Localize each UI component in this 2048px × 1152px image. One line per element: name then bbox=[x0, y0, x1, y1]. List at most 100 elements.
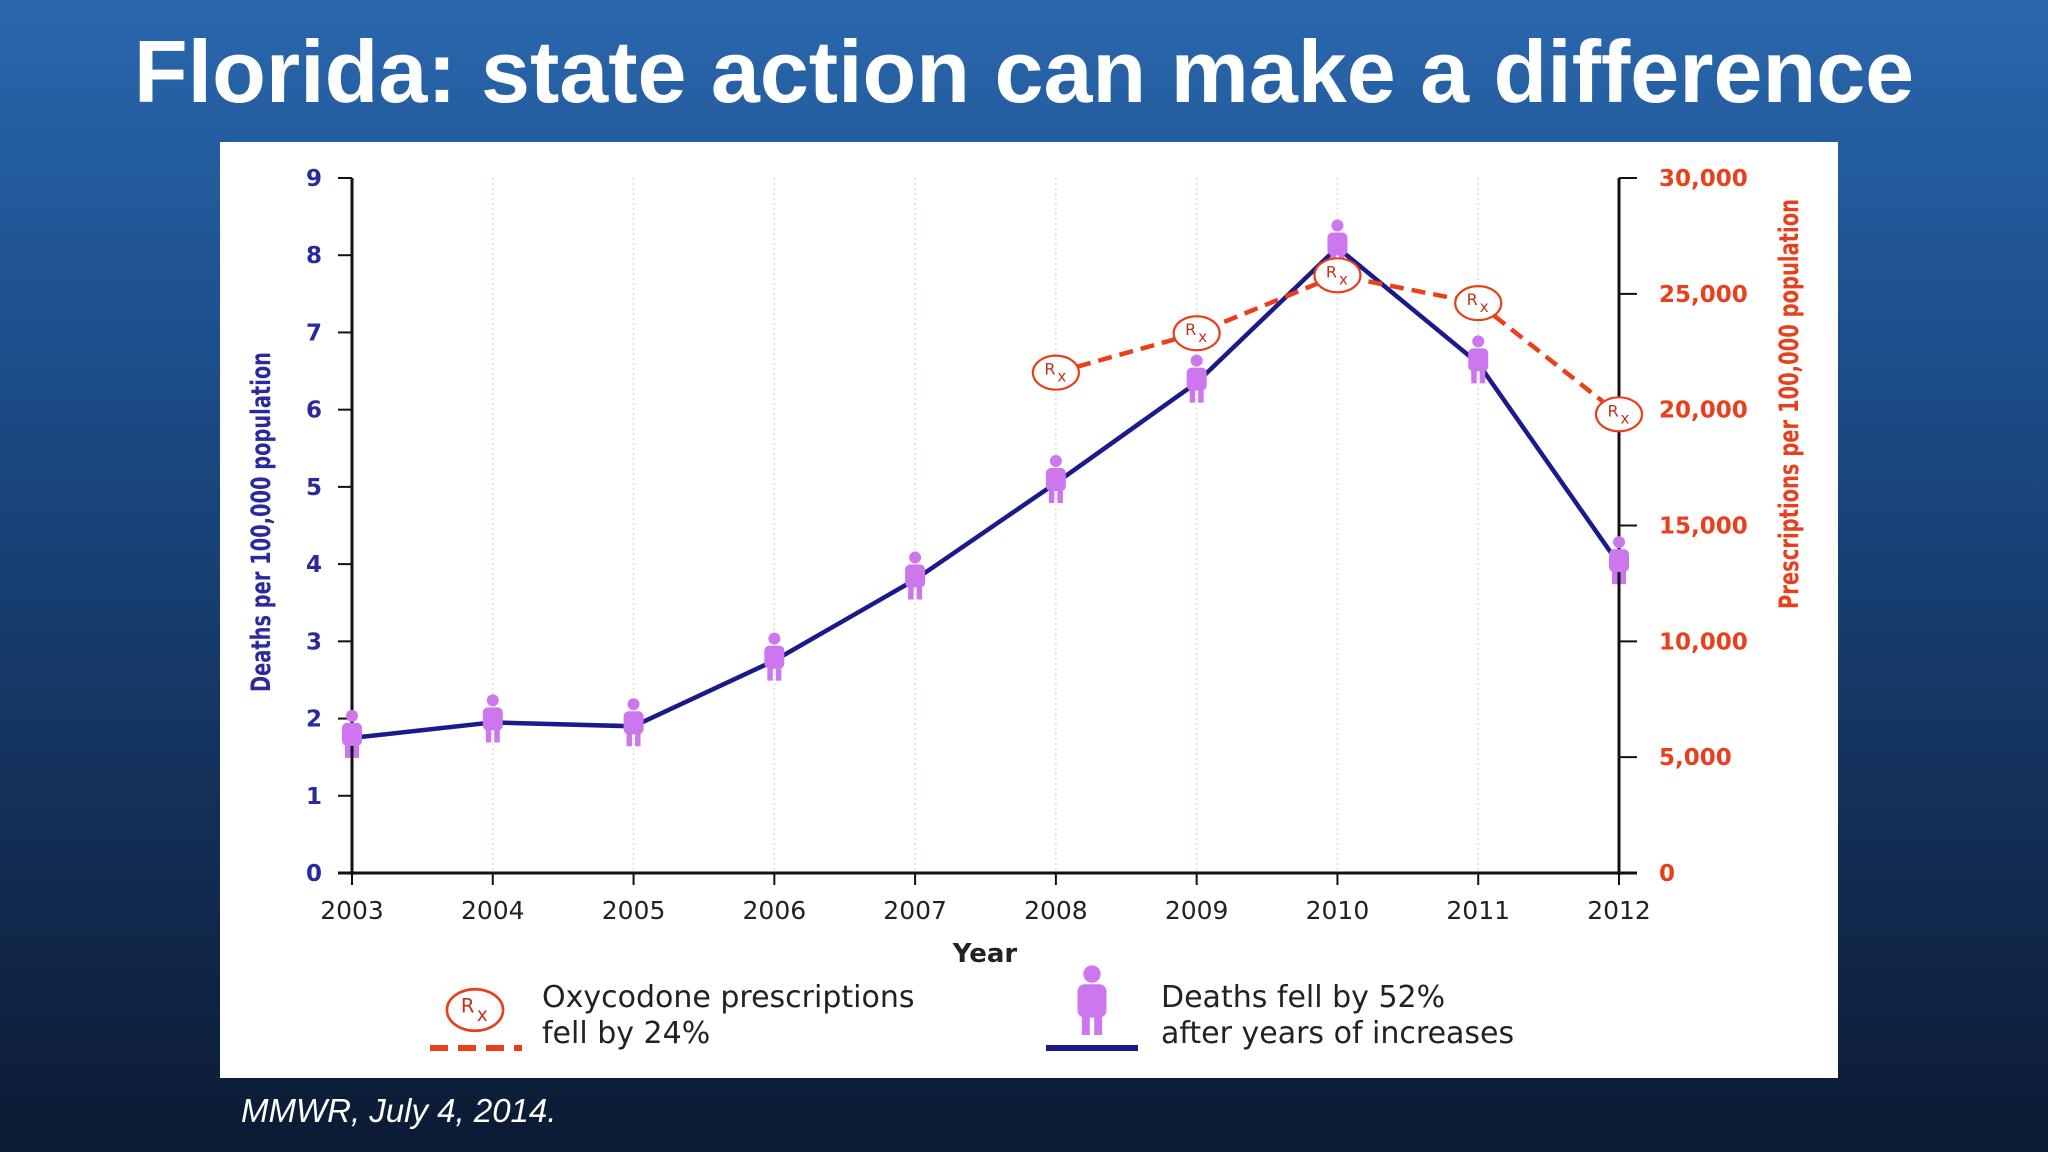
y-left-tick-label: 0 bbox=[306, 861, 322, 887]
person-body bbox=[764, 645, 785, 669]
data-point-deaths bbox=[905, 551, 926, 600]
person-leg bbox=[908, 585, 914, 600]
rx-circle bbox=[1031, 354, 1080, 391]
slide-title: Florida: state action can make a differe… bbox=[133, 22, 1915, 121]
y-right-tick-label: 0 bbox=[1659, 861, 1675, 887]
y-left-tick-label: 3 bbox=[306, 629, 322, 655]
person-leg bbox=[1057, 489, 1063, 504]
y-right-tick-label: 25,000 bbox=[1659, 282, 1748, 308]
person-body bbox=[1186, 367, 1207, 391]
data-point-deaths bbox=[342, 709, 362, 758]
person-head bbox=[1613, 536, 1625, 549]
x-tick-label: 2005 bbox=[602, 896, 666, 925]
person-leg bbox=[1048, 489, 1055, 504]
y-left-tick-label: 2 bbox=[306, 707, 322, 733]
rx-letter-r: R bbox=[1607, 401, 1618, 420]
person-leg bbox=[494, 728, 500, 743]
person-leg bbox=[345, 743, 351, 758]
person-body bbox=[1468, 348, 1489, 372]
chart-ticks: 0 1 2 3 4 5 6 7 8 9 0 5,000 10,000 15,000 20,000 25,000… bbox=[306, 166, 1748, 925]
y-right-tick-label: 30,000 bbox=[1659, 166, 1748, 192]
y-axis-left-label: Deaths per 100,000 population bbox=[246, 352, 277, 692]
x-tick-label: 2010 bbox=[1306, 896, 1370, 925]
person-head bbox=[627, 698, 640, 711]
y-left-tick-label: 6 bbox=[306, 398, 322, 424]
y-right-tick-label: 10,000 bbox=[1659, 629, 1748, 655]
x-tick-label: 2012 bbox=[1587, 896, 1651, 925]
rx-letter-x: x bbox=[1057, 368, 1066, 386]
x-tick-label: 2009 bbox=[1165, 896, 1229, 925]
person-body bbox=[482, 707, 503, 731]
rx-letter-x: x bbox=[1339, 270, 1348, 288]
person-head bbox=[346, 709, 358, 722]
person-head bbox=[486, 694, 499, 707]
x-tick-label: 2004 bbox=[461, 896, 525, 925]
data-point-deaths bbox=[482, 694, 503, 743]
series-line-deaths bbox=[351, 244, 1621, 741]
legend-person-icon bbox=[1077, 965, 1107, 1035]
rx-letter-x: x bbox=[477, 1005, 488, 1026]
legend-label-deaths: Deaths fell by 52% after years of increa… bbox=[1161, 980, 1514, 1052]
x-tick-label: 2008 bbox=[1024, 896, 1088, 925]
person-leg bbox=[626, 732, 633, 747]
data-point-deaths bbox=[623, 698, 644, 747]
person-head bbox=[909, 551, 922, 564]
rx-circle bbox=[445, 987, 505, 1033]
rx-letter-x: x bbox=[1621, 409, 1630, 427]
data-point-deaths bbox=[1609, 536, 1629, 585]
y-left-tick-label: 5 bbox=[306, 475, 322, 501]
person-body bbox=[1327, 232, 1348, 256]
person-leg bbox=[1620, 570, 1626, 585]
person-head bbox=[1190, 354, 1203, 367]
person-leg bbox=[1081, 1014, 1090, 1035]
person-body bbox=[1077, 984, 1107, 1018]
chart-svg: 0 1 2 3 4 5 6 7 8 9 0 5,000 10,000 15,000 20,000 25,000… bbox=[246, 166, 1805, 1051]
rx-circle bbox=[1313, 257, 1362, 294]
x-tick-label: 2006 bbox=[743, 896, 807, 925]
person-leg bbox=[1479, 369, 1486, 384]
y-right-tick-label: 15,000 bbox=[1659, 514, 1748, 540]
person-leg bbox=[775, 666, 782, 681]
person-leg bbox=[1471, 369, 1477, 384]
x-axis-label: Year bbox=[952, 939, 1018, 969]
person-head bbox=[768, 632, 781, 645]
legend-prescriptions-line1: Oxycodone prescriptions bbox=[542, 980, 915, 1015]
data-point-deaths bbox=[1186, 354, 1207, 403]
data-point-deaths bbox=[764, 632, 785, 681]
rx-letter-x: x bbox=[1480, 298, 1489, 316]
person-head bbox=[1083, 965, 1101, 983]
rx-letter-r: R bbox=[1044, 360, 1055, 379]
rx-letter-r: R bbox=[461, 994, 475, 1017]
person-body bbox=[905, 564, 926, 588]
person-leg bbox=[353, 743, 359, 758]
y-right-tick-label: 20,000 bbox=[1659, 398, 1748, 424]
chart-panel: 0 1 2 3 4 5 6 7 8 9 0 5,000 10,000 15,000 20,000 25,000… bbox=[220, 142, 1838, 1078]
rx-circle bbox=[1172, 315, 1221, 352]
y-left-tick-label: 7 bbox=[306, 320, 322, 346]
data-point-deaths bbox=[1045, 455, 1066, 504]
y-left-tick-label: 4 bbox=[306, 552, 322, 578]
person-head bbox=[1472, 335, 1485, 348]
y-left-tick-label: 8 bbox=[306, 243, 322, 269]
person-body bbox=[1609, 549, 1629, 573]
person-body bbox=[342, 722, 362, 746]
person-body bbox=[1045, 468, 1066, 492]
rx-circle bbox=[1454, 285, 1503, 322]
rx-letter-x: x bbox=[1198, 328, 1207, 346]
rx-letter-r: R bbox=[1326, 262, 1337, 281]
chart-axes bbox=[338, 178, 1637, 875]
y-left-tick-label: 1 bbox=[306, 784, 322, 810]
person-head bbox=[1331, 219, 1344, 232]
person-leg bbox=[916, 585, 923, 600]
data-point-deaths bbox=[1468, 335, 1489, 384]
y-axis-right-label: Prescriptions per 100,000 population bbox=[1774, 199, 1805, 609]
person-leg bbox=[767, 666, 773, 681]
citation: MMWR, July 4, 2014. bbox=[241, 1092, 557, 1129]
y-right-tick-label: 5,000 bbox=[1659, 745, 1732, 771]
